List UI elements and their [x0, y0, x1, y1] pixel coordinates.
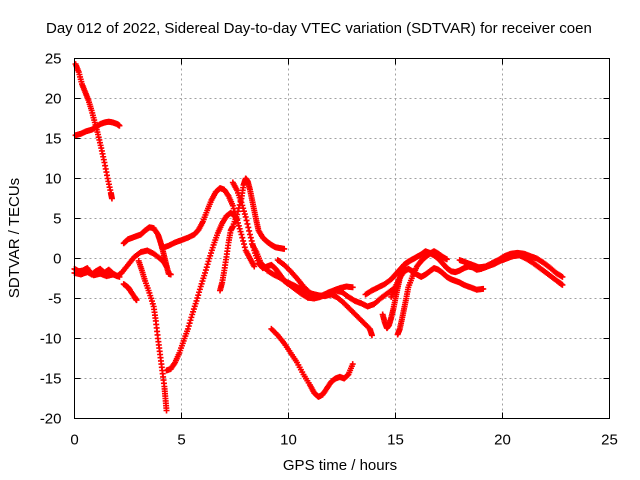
data-point: [238, 199, 245, 206]
plot-frame: [74, 58, 610, 419]
series-track-13: [249, 241, 375, 339]
data-point: [236, 225, 243, 232]
series-track-6: [135, 257, 170, 414]
series-track-11: [229, 175, 288, 252]
data-point: [240, 241, 247, 248]
data-point: [202, 269, 209, 276]
y-tick-label: 25: [45, 51, 62, 68]
data-point: [184, 325, 191, 332]
data-point: [245, 224, 252, 231]
data-point: [235, 222, 242, 229]
x-tick-label: 0: [70, 432, 78, 449]
data-point: [108, 195, 115, 202]
data-point: [349, 361, 356, 368]
x-axis-label: GPS time / hours: [283, 457, 397, 474]
data-point: [559, 281, 566, 288]
y-tick-label: 0: [53, 251, 61, 268]
data-point: [234, 211, 241, 218]
series-track-5: [120, 281, 140, 304]
chart-title: Day 012 of 2022, Sidereal Day-to-day VTE…: [46, 20, 592, 37]
y-tick-label: -10: [40, 331, 62, 348]
data-point: [480, 285, 487, 292]
data-point: [167, 271, 174, 278]
data-point: [196, 286, 203, 293]
series-track-19: [394, 248, 450, 338]
data-point: [239, 202, 246, 209]
data-point: [193, 297, 200, 304]
y-tick-label: -20: [40, 411, 62, 428]
data-point: [202, 267, 209, 274]
data-point: [187, 317, 194, 324]
data-point: [203, 264, 210, 271]
data-point: [195, 292, 202, 299]
data-point: [133, 297, 140, 304]
series-layer: [71, 61, 566, 414]
data-point: [237, 228, 244, 235]
data-point: [559, 273, 566, 280]
data-point: [238, 231, 245, 238]
data-point: [196, 289, 203, 296]
y-tick-label: 15: [45, 131, 62, 148]
y-tick-labels: -20 -15 -10 -5 0 5 10 15 20 25: [40, 51, 62, 428]
y-tick-label: 20: [45, 91, 62, 108]
data-point: [229, 202, 236, 209]
grid: [74, 58, 610, 419]
data-point: [240, 237, 247, 244]
data-point: [247, 234, 254, 241]
x-tick-label: 5: [177, 432, 185, 449]
y-tick-label: -5: [48, 291, 61, 308]
data-point: [240, 208, 247, 215]
data-point: [246, 231, 253, 238]
data-point: [234, 219, 241, 226]
x-tick-labels: 0 5 10 15 20 25: [70, 432, 618, 449]
y-tick-label: -15: [40, 371, 62, 388]
data-point: [234, 208, 241, 215]
y-tick-label: 5: [53, 211, 61, 228]
x-tick-label: 25: [601, 432, 618, 449]
y-axis-label: SDTVAR / TECUs: [6, 178, 23, 298]
data-point: [205, 258, 212, 265]
data-point: [405, 258, 412, 265]
data-point: [349, 284, 356, 291]
data-point: [443, 256, 450, 263]
data-point: [204, 261, 211, 268]
x-tick-label: 10: [280, 432, 297, 449]
series-track-18: [388, 265, 487, 300]
series-track-7: [163, 209, 241, 374]
data-point: [185, 323, 192, 330]
data-point: [241, 211, 248, 218]
series-track-14: [268, 325, 356, 400]
data-point: [368, 332, 375, 339]
data-point: [240, 205, 247, 212]
series-track-2: [72, 118, 123, 139]
data-point: [194, 295, 201, 302]
data-point: [186, 320, 193, 327]
data-point: [243, 217, 250, 224]
data-point: [281, 245, 288, 252]
data-point: [230, 205, 237, 212]
series-track-21: [478, 252, 566, 288]
ticks: [74, 58, 610, 419]
data-point: [239, 234, 246, 241]
data-point: [242, 213, 249, 220]
x-tick-label: 15: [387, 432, 404, 449]
data-point: [241, 244, 248, 251]
series-track-4: [71, 269, 123, 280]
data-point: [116, 273, 123, 280]
data-point: [188, 314, 195, 321]
y-tick-label: 10: [45, 171, 62, 188]
data-point: [163, 407, 170, 414]
series-track-9: [159, 185, 258, 270]
data-point: [251, 263, 258, 270]
data-point: [246, 227, 253, 234]
x-tick-label: 20: [494, 432, 511, 449]
data-point: [116, 122, 123, 129]
data-point: [244, 220, 251, 227]
series-track-15: [274, 257, 397, 310]
